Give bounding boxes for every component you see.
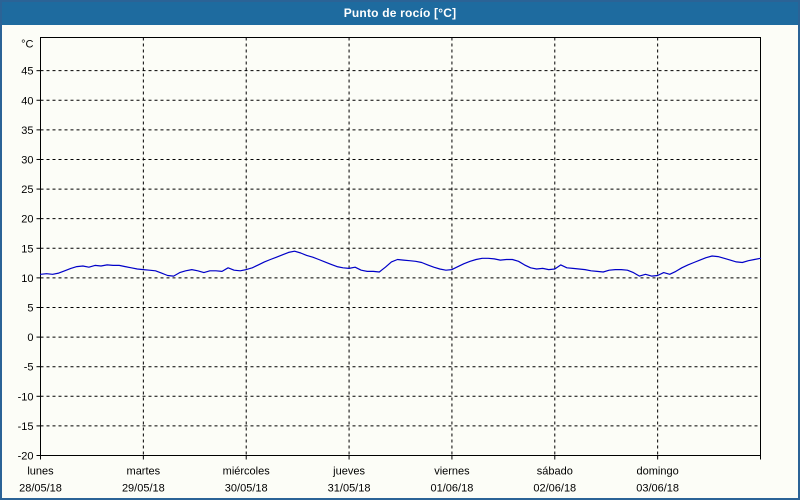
x-day-name-label: jueves [332,466,365,478]
chart-title: Punto de rocío [°C] [343,6,457,20]
y-tick-label: 25 [21,184,33,196]
y-axis-unit-label: °C [21,39,33,51]
x-day-date-label: 29/05/18 [122,483,165,495]
y-tick-label: 15 [21,243,33,255]
x-day-name-label: viernes [434,466,470,478]
y-tick-label: 10 [21,273,33,285]
y-tick-label: -20 [18,451,34,463]
x-day-name-label: domingo [637,466,679,478]
x-day-date-label: 31/05/18 [328,483,371,495]
dewpoint-series-line [39,250,762,277]
y-tick-label: 5 [27,302,33,314]
x-day-date-label: 30/05/18 [225,483,268,495]
y-tick-label: -10 [18,391,34,403]
x-day-name-label: lunes [27,466,54,478]
y-tick-label: 35 [21,125,33,137]
x-day-name-label: sábado [537,466,573,478]
x-day-date-label: 02/06/18 [533,483,576,495]
y-tick-label: 30 [21,154,33,166]
x-day-date-label: 01/06/18 [431,483,474,495]
y-tick-label: -5 [24,362,34,374]
x-day-name-label: martes [127,466,161,478]
y-tick-label: 20 [21,214,33,226]
dewpoint-chart: 45 40 35 30 25 20 15 10 5 0 -5 -10 -15 -20 °C lunes 28/0… [18,37,762,495]
title-bar: Punto de rocío [°C] [2,2,798,25]
chart-area: 45 40 35 30 25 20 15 10 5 0 -5 -10 -15 -20 °C lunes 28/0… [2,25,798,498]
x-day-date-label: 28/05/18 [19,483,62,495]
y-tick-label: 40 [21,95,33,107]
y-tick-label: -15 [18,421,34,433]
y-tick-label: 45 [21,66,33,78]
plot-border [40,37,761,456]
y-tick-label: 0 [27,332,33,344]
x-day-name-label: miércoles [223,466,271,478]
x-day-date-label: 03/06/18 [636,483,679,495]
